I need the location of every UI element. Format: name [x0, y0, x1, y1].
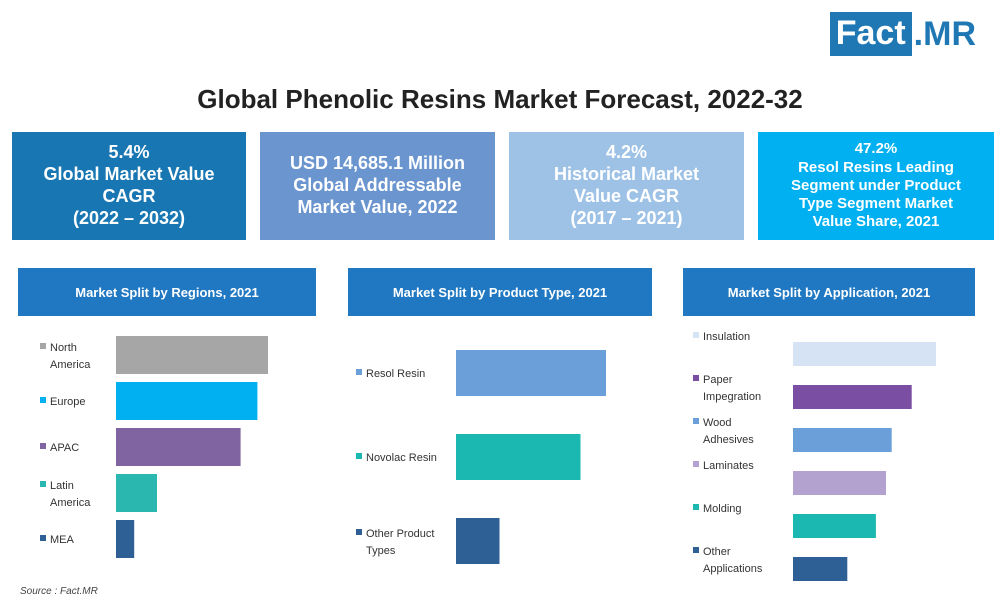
- kpi-line: CAGR: [102, 186, 156, 206]
- kpi-line: Global Addressable: [293, 175, 462, 196]
- category-label: Other: [703, 546, 731, 558]
- category-label: Novolac Resin: [366, 452, 437, 464]
- logo-suffix: .MR: [913, 15, 976, 53]
- chart-bar: [793, 471, 886, 495]
- category-label: Insulation: [703, 331, 750, 343]
- chart-bar: [116, 382, 258, 420]
- logo-brand: Fact: [829, 12, 912, 56]
- chart-bar: [793, 514, 876, 538]
- category-label: Applications: [703, 563, 763, 575]
- legend-swatch: [693, 547, 699, 553]
- category-label: MEA: [50, 534, 75, 546]
- kpi-line: Resol Resins Leading: [798, 158, 954, 176]
- kpi-line: (2017 – 2021): [570, 207, 683, 228]
- page-title: Global Phenolic Resins Market Forecast, …: [197, 84, 803, 114]
- category-label: Molding: [703, 503, 742, 515]
- legend-swatch: [40, 443, 46, 449]
- legend-swatch: [356, 529, 362, 535]
- factmr-logo: Fact .MR: [829, 12, 976, 56]
- kpi-card-market-value: USD 14,685.1 Million Global Addressable …: [260, 132, 495, 240]
- kpi-card-market-cagr: 5.4% Global Market Value CAGR (2022 – 20…: [12, 132, 246, 240]
- category-label: APAC: [50, 442, 79, 454]
- category-label: Wood: [703, 417, 732, 429]
- kpi-line: USD 14,685.1 Million: [289, 153, 466, 174]
- legend-swatch: [693, 332, 699, 338]
- legend-swatch: [356, 369, 362, 375]
- kpi-line: Value Share, 2021: [812, 213, 940, 231]
- chart-bar: [456, 350, 606, 396]
- chart-bar: [456, 518, 500, 564]
- legend-swatch: [356, 453, 362, 459]
- kpi-line: Market Value, 2022: [297, 196, 458, 217]
- kpi-card-resol-share: 47.2% Resol Resins Leading Segment under…: [758, 132, 994, 240]
- category-label: America: [50, 359, 91, 371]
- legend-swatch: [693, 418, 699, 424]
- chart-bar: [116, 474, 157, 512]
- chart-bar: [793, 385, 912, 409]
- category-label: Impegration: [703, 391, 761, 403]
- category-label: Latin: [50, 480, 74, 492]
- chart-bar: [793, 342, 936, 366]
- chart-bar: [456, 434, 581, 480]
- kpi-line: (2022 – 2032): [72, 207, 186, 228]
- category-label: Types: [366, 545, 396, 557]
- chart-bar: [793, 428, 892, 452]
- kpi-line: 4.2%: [605, 142, 648, 163]
- application-bar-chart: Insulation Paper Impegration Wood Adhesives L…: [693, 331, 936, 581]
- category-label: America: [50, 497, 91, 509]
- kpi-line: Type Segment Market: [799, 195, 953, 213]
- legend-swatch: [40, 535, 46, 541]
- chart-bar: [116, 336, 268, 374]
- category-label: North: [50, 342, 77, 354]
- legend-swatch: [40, 397, 46, 403]
- source-note: Source : Fact.MR: [20, 586, 98, 597]
- category-label: Paper: [703, 374, 733, 386]
- legend-swatch: [693, 504, 699, 510]
- kpi-line: Segment under Product: [790, 176, 962, 194]
- product-type-bar-chart: Resol Resin Novolac Resin Other Product Typ…: [356, 350, 606, 564]
- chart-bar: [793, 557, 848, 581]
- kpi-line: Global Market Value: [43, 164, 215, 185]
- kpi-line: Value CAGR: [573, 186, 680, 206]
- kpi-line: Historical Market: [553, 164, 700, 185]
- kpi-line: 47.2%: [854, 140, 898, 158]
- legend-swatch: [40, 481, 46, 487]
- panel-header-regions: Market Split by Regions, 2021: [18, 268, 316, 316]
- category-label: Adhesives: [703, 434, 754, 446]
- panel-header-product-type: Market Split by Product Type, 2021: [348, 268, 652, 316]
- regions-bar-chart: North America Europe APAC Latin America MEA: [40, 336, 268, 558]
- legend-swatch: [40, 343, 46, 349]
- chart-bar: [116, 520, 135, 558]
- category-label: Laminates: [703, 460, 754, 472]
- category-label: Other Product: [366, 528, 434, 540]
- category-label: Resol Resin: [366, 368, 425, 380]
- chart-bar: [116, 428, 241, 466]
- legend-swatch: [693, 375, 699, 381]
- kpi-line: 5.4%: [108, 142, 150, 163]
- legend-swatch: [693, 461, 699, 467]
- panel-header-application: Market Split by Application, 2021: [683, 268, 975, 316]
- kpi-card-historical-cagr: 4.2% Historical Market Value CAGR (2017 …: [509, 132, 744, 240]
- category-label: Europe: [50, 396, 85, 408]
